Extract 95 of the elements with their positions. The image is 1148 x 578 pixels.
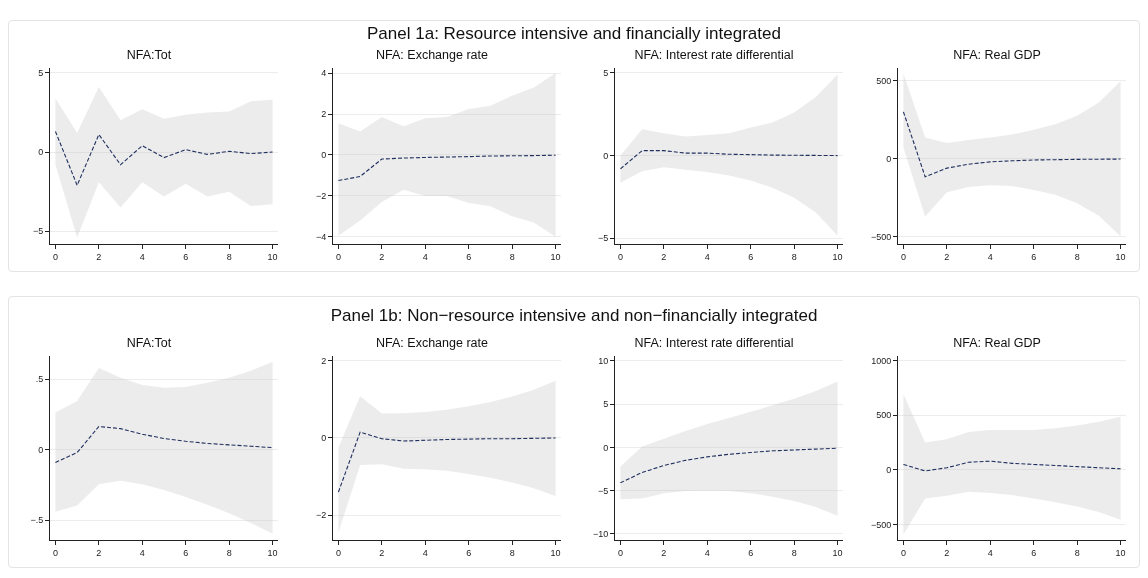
chart-title: NFA: Interest rate differential: [634, 47, 794, 62]
y-tick-label: 2: [320, 355, 326, 366]
y-tick-label: 500: [875, 410, 891, 421]
chart-title: NFA: Interest rate differential: [634, 335, 794, 350]
x-tick-label: 10: [267, 251, 278, 262]
x-tick-label: 4: [139, 547, 145, 558]
x-tick-label: 4: [987, 547, 993, 558]
line-series: [902, 111, 1121, 178]
x-tick-label: 8: [509, 251, 515, 262]
y-tick-label: 10: [598, 355, 609, 366]
y-tick-label: −5: [597, 485, 609, 496]
y-tick-label: 1000: [870, 355, 891, 366]
x-tick-label: 4: [422, 547, 428, 558]
y-tick-label: −5: [597, 233, 609, 244]
x-tick-label: 8: [509, 547, 515, 558]
y-tick-label: 0: [38, 444, 44, 455]
x-tick-label: 6: [748, 547, 754, 558]
y-tick-label: 4: [320, 68, 326, 79]
x-tick-label: 10: [1115, 547, 1126, 558]
y-tick-label: −500: [870, 232, 891, 243]
x-tick-label: 4: [422, 251, 428, 262]
y-tick-label: −.5: [30, 515, 44, 526]
x-tick-label: 2: [661, 251, 667, 262]
chart-title: NFA: Exchange rate: [375, 335, 488, 350]
y-tick-label: 0: [320, 433, 326, 444]
x-tick-label: 2: [943, 547, 949, 558]
x-tick-label: 10: [832, 251, 843, 262]
line-series: [337, 431, 556, 493]
x-tick-label: 6: [465, 547, 471, 558]
y-tick-label: −4: [315, 231, 326, 242]
x-tick-label: 0: [335, 547, 341, 558]
y-tick-label: 0: [38, 147, 44, 158]
x-tick-label: 8: [226, 251, 232, 262]
y-tick-label: 5: [603, 399, 609, 410]
y-tick-label: −5: [32, 226, 44, 237]
x-tick-label: 10: [550, 547, 561, 558]
x-tick-label: 0: [900, 547, 906, 558]
y-tick-label: 500: [875, 75, 891, 86]
x-tick-label: 6: [1030, 547, 1036, 558]
line-series: [619, 150, 839, 170]
x-tick-label: 2: [378, 251, 384, 262]
line-series: [902, 460, 1121, 472]
x-tick-label: 6: [183, 547, 189, 558]
line-series: [54, 425, 274, 463]
x-tick-label: 0: [617, 251, 623, 262]
y-tick-label: −2: [315, 191, 326, 202]
y-tick-label: 0: [603, 442, 609, 453]
y-tick-label: −500: [870, 519, 891, 530]
line-series: [54, 130, 274, 186]
y-tick-label: .5: [35, 374, 44, 385]
chart-title: NFA: Real GDP: [952, 335, 1041, 350]
y-tick-label: −10: [592, 529, 609, 540]
y-tick-label: 0: [320, 150, 326, 161]
x-tick-label: 0: [52, 547, 58, 558]
x-tick-label: 2: [96, 251, 102, 262]
x-tick-label: 8: [1074, 547, 1080, 558]
chart-title: NFA:Tot: [126, 47, 172, 62]
x-tick-label: 4: [139, 251, 145, 262]
y-tick-label: 5: [38, 67, 44, 78]
x-tick-label: 0: [52, 251, 58, 262]
x-tick-label: 4: [704, 251, 710, 262]
y-tick-label: 0: [885, 465, 891, 476]
x-tick-label: 4: [987, 251, 993, 262]
x-tick-label: 10: [550, 251, 561, 262]
x-tick-label: 10: [267, 547, 278, 558]
x-tick-label: 0: [617, 547, 623, 558]
x-tick-label: 6: [183, 251, 189, 262]
x-tick-label: 2: [96, 547, 102, 558]
x-tick-label: 8: [791, 251, 797, 262]
y-tick-label: −2: [315, 510, 326, 521]
x-tick-label: 8: [226, 547, 232, 558]
x-tick-label: 8: [1074, 251, 1080, 262]
y-tick-label: 5: [603, 68, 609, 79]
x-tick-label: 6: [1030, 251, 1036, 262]
y-tick-label: 0: [603, 150, 609, 161]
x-tick-label: 2: [378, 547, 384, 558]
x-tick-label: 6: [748, 251, 754, 262]
x-tick-label: 10: [832, 547, 843, 558]
text: Panel 1b: Non−resource intensive and non−financially integrated: [329, 306, 819, 326]
x-tick-label: 2: [943, 251, 949, 262]
x-tick-label: 0: [335, 251, 341, 262]
chart-title: NFA: Real GDP: [952, 47, 1041, 62]
chart-title: NFA:Tot: [126, 335, 172, 350]
x-tick-label: 0: [900, 251, 906, 262]
x-tick-label: 10: [1115, 251, 1126, 262]
y-tick-label: 2: [320, 109, 326, 120]
line-series: [619, 447, 839, 484]
y-tick-label: 0: [885, 153, 891, 164]
x-tick-label: 8: [791, 547, 797, 558]
x-tick-label: 6: [465, 251, 471, 262]
text: Panel 1a: Resource intensive and financially integrated: [366, 24, 782, 44]
x-tick-label: 2: [661, 547, 667, 558]
chart-title: NFA: Exchange rate: [375, 47, 488, 62]
line-series: [337, 154, 556, 182]
x-tick-label: 4: [704, 547, 710, 558]
